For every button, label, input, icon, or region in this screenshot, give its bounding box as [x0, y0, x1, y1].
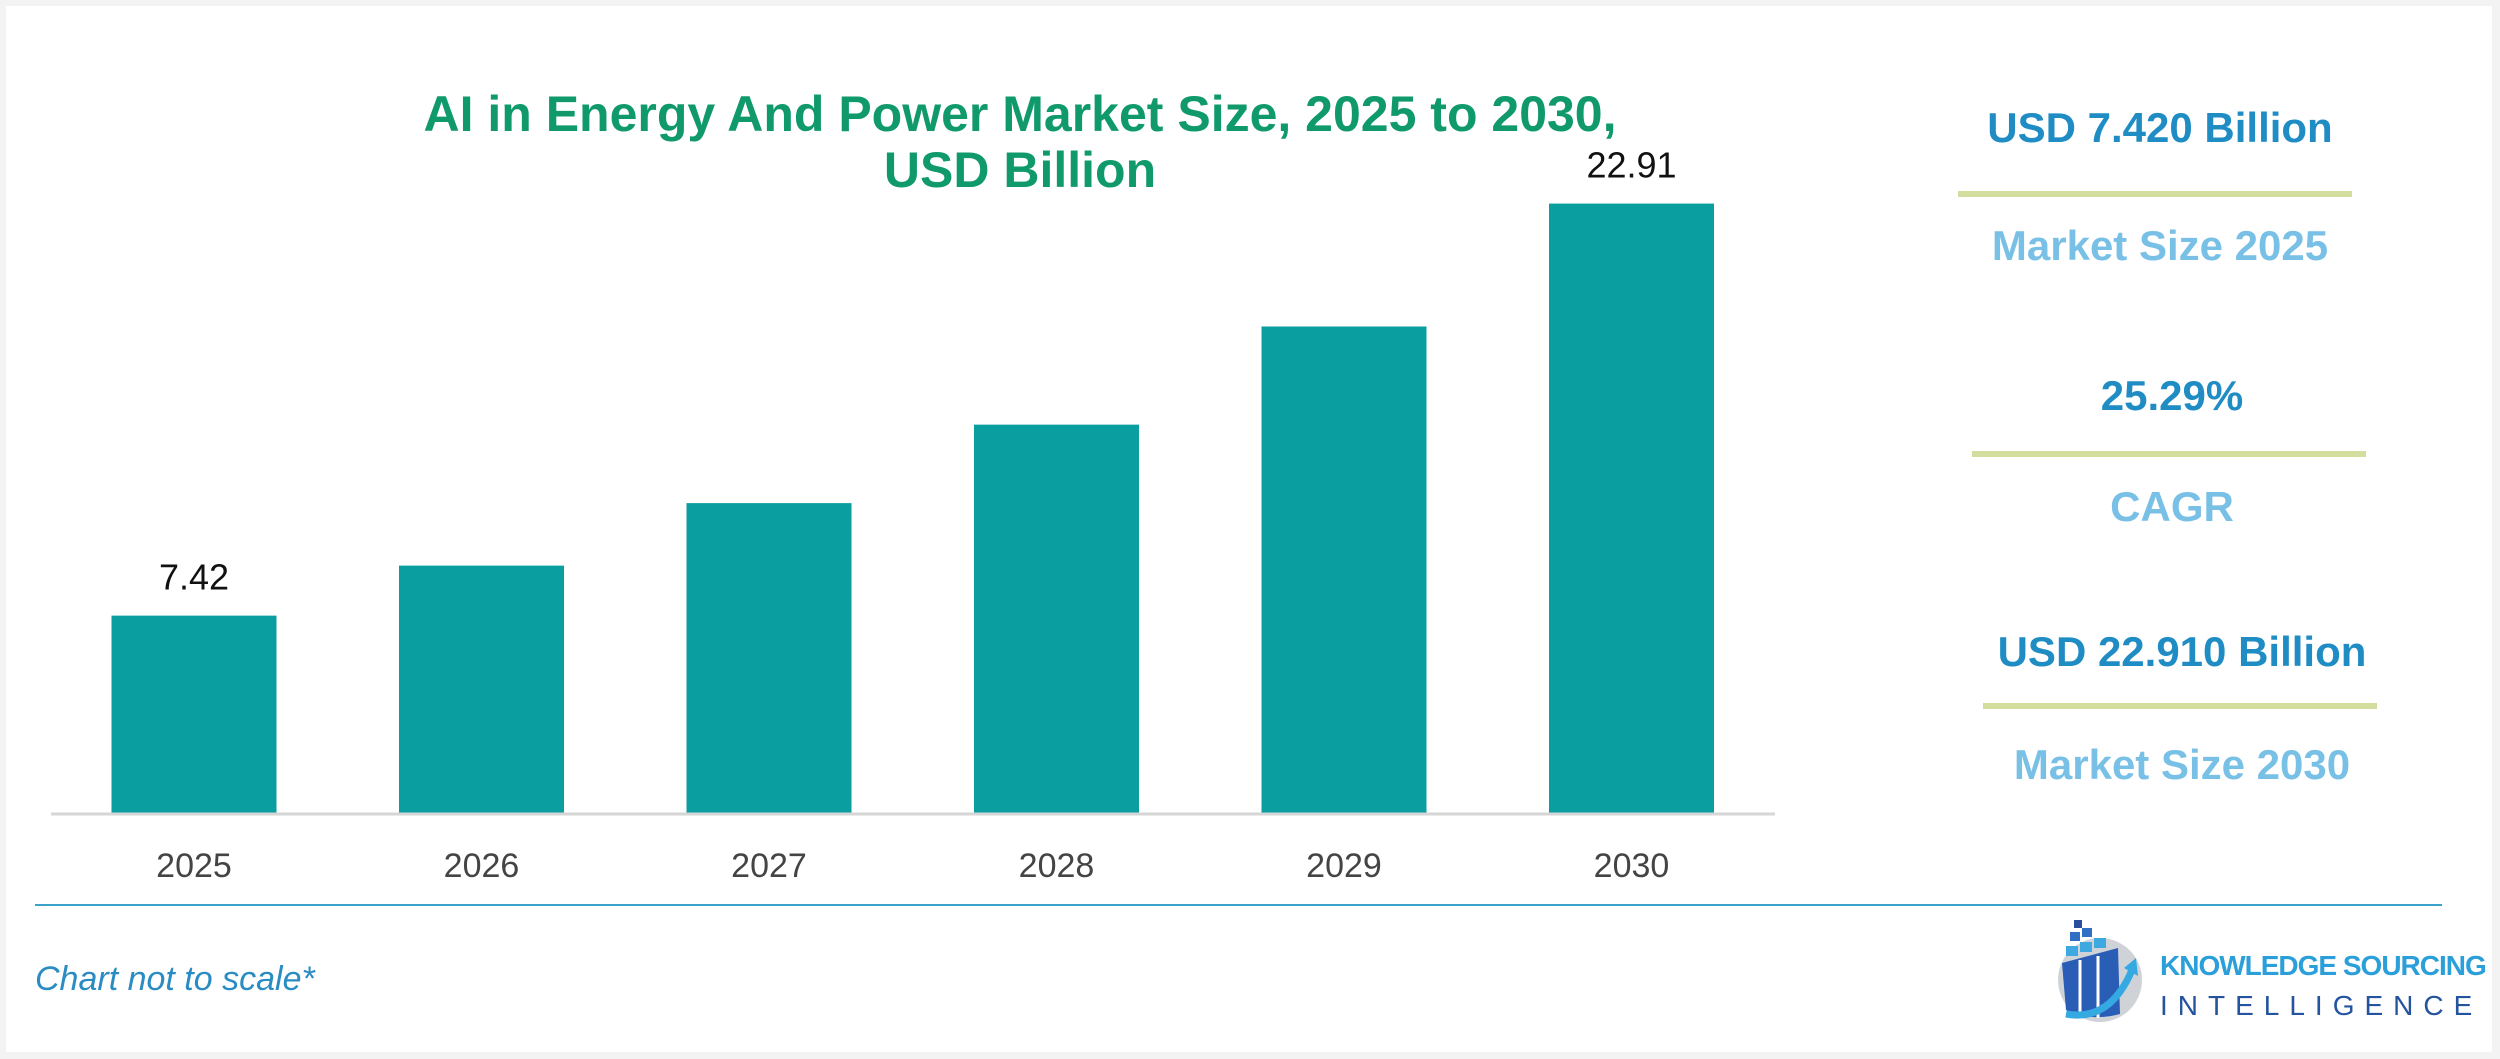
x-tick-label: 2025	[156, 847, 232, 885]
logo-text-line-2: INTELLIGENCE	[2160, 990, 2483, 1021]
title-line-1: AI in Energy And Power Market Size, 2025…	[423, 86, 1617, 142]
bar-2030	[1549, 203, 1714, 813]
kpi-market-size-2030-label: Market Size 2030	[2013, 741, 2351, 788]
kpi-market-size-2025-value: USD 7.420 Billion	[1987, 104, 2333, 151]
bar-2029	[1261, 326, 1427, 813]
x-tick-label: 2027	[731, 847, 807, 885]
logo-mark-icon	[2058, 920, 2142, 1022]
footnote: Chart not to scale*	[35, 960, 315, 998]
x-tick-label: 2030	[1594, 847, 1670, 885]
kpi-market-size-2030-value: USD 22.910 Billion	[1997, 628, 2367, 675]
kpi-cagr-label: CAGR	[2110, 483, 2234, 530]
footer-divider	[35, 904, 2442, 906]
kpi-market-size-2025-label: Market Size 2025	[1991, 222, 2329, 269]
bar-2028	[974, 424, 1139, 813]
kpi-divider	[1958, 191, 2352, 197]
chart-title: AI in Energy And Power Market Size, 2025…	[423, 86, 1616, 198]
infographic-frame	[6, 6, 2492, 1052]
x-tick-label: 2026	[444, 847, 520, 885]
company-logo: KNOWLEDGE SOURCING INTELLIGENCE	[2040, 918, 2487, 1028]
kpi-divider	[1972, 451, 2366, 457]
x-tick-label: 2028	[1019, 847, 1095, 885]
data-label: 22.91	[1586, 145, 1676, 186]
kpi-divider	[1983, 703, 2377, 709]
logo-text-line-1: KNOWLEDGE SOURCING	[2160, 950, 2487, 981]
title-line-2: USD Billion	[883, 142, 1157, 198]
bar-chart: 2025 7.42 2026 2027 2028 2029 2030 22.91	[51, 145, 1775, 885]
bar-2027	[686, 503, 852, 813]
data-label: 7.42	[159, 557, 229, 598]
bar-2025	[111, 615, 277, 813]
bar-2026	[399, 565, 564, 813]
kpi-cagr-value: 25.29%	[2100, 372, 2244, 419]
x-tick-label: 2029	[1306, 847, 1382, 885]
